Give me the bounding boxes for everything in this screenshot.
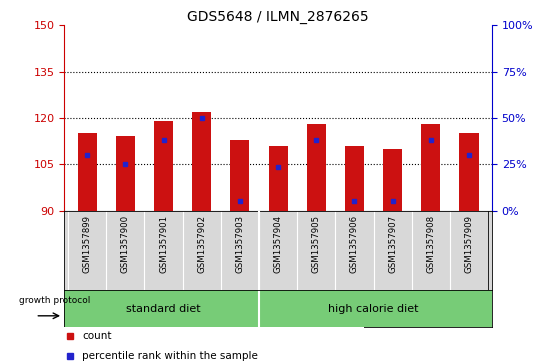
Bar <box>459 134 479 211</box>
Text: GSM1357907: GSM1357907 <box>388 215 397 273</box>
Bar <box>78 134 97 211</box>
Text: GSM1357905: GSM1357905 <box>312 215 321 273</box>
Bar <box>421 124 440 211</box>
Bar <box>154 121 173 211</box>
Text: standard diet: standard diet <box>126 303 201 314</box>
Bar <box>230 140 249 211</box>
Text: GSM1357909: GSM1357909 <box>465 215 473 273</box>
Text: GSM1357899: GSM1357899 <box>83 215 92 273</box>
Text: high calorie diet: high calorie diet <box>328 303 419 314</box>
Text: GSM1357908: GSM1357908 <box>427 215 435 273</box>
Bar <box>345 146 364 211</box>
Text: GSM1357904: GSM1357904 <box>273 215 283 273</box>
Text: GSM1357900: GSM1357900 <box>121 215 130 273</box>
Bar <box>116 136 135 211</box>
Bar <box>192 112 211 211</box>
Bar <box>268 146 288 211</box>
Text: GSM1357906: GSM1357906 <box>350 215 359 273</box>
Text: count: count <box>82 331 112 341</box>
Text: GSM1357903: GSM1357903 <box>235 215 244 273</box>
Text: growth protocol: growth protocol <box>19 296 91 305</box>
Text: GSM1357901: GSM1357901 <box>159 215 168 273</box>
Text: percentile rank within the sample: percentile rank within the sample <box>82 351 258 361</box>
Bar <box>307 124 326 211</box>
Title: GDS5648 / ILMN_2876265: GDS5648 / ILMN_2876265 <box>187 11 369 24</box>
Text: GSM1357902: GSM1357902 <box>197 215 206 273</box>
Bar <box>383 149 402 211</box>
